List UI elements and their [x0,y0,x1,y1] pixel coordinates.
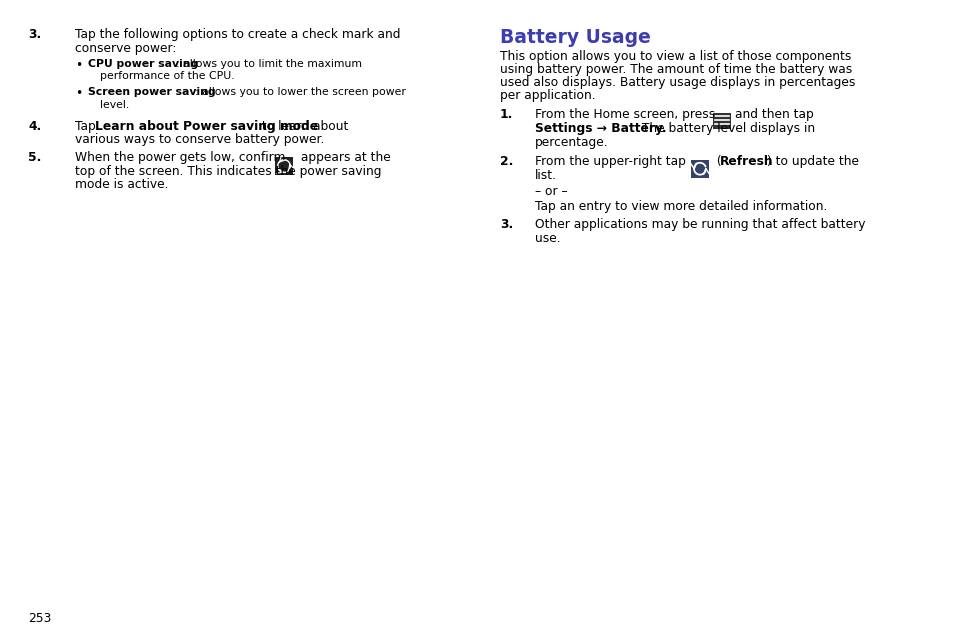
Text: performance of the CPU.: performance of the CPU. [100,71,234,81]
Text: From the upper-right tap: From the upper-right tap [535,155,685,169]
Text: various ways to conserve battery power.: various ways to conserve battery power. [75,134,324,146]
Text: •: • [75,59,82,73]
Text: Tap the following options to create a check mark and: Tap the following options to create a ch… [75,28,400,41]
Text: Settings → Battery.: Settings → Battery. [535,122,666,135]
Text: and then tap: and then tap [734,108,813,121]
Text: to learn about: to learn about [257,120,348,133]
Text: top of the screen. This indicates the power saving: top of the screen. This indicates the po… [75,165,381,177]
Text: percentage.: percentage. [535,135,608,149]
Text: appears at the: appears at the [296,151,391,164]
Text: 3.: 3. [499,218,513,232]
Text: 4.: 4. [28,120,41,133]
Text: : allows you to limit the maximum: : allows you to limit the maximum [175,59,361,69]
Text: This option allows you to view a list of those components: This option allows you to view a list of… [499,50,850,62]
Text: •: • [75,88,82,100]
Text: used also displays. Battery usage displays in percentages: used also displays. Battery usage displa… [499,76,855,89]
Text: – or –: – or – [535,184,567,198]
Bar [712,113,730,129]
Text: 2.: 2. [499,155,513,169]
Text: CPU power saving: CPU power saving [88,59,198,69]
Text: Tap an entry to view more detailed information.: Tap an entry to view more detailed infor… [535,200,826,214]
Text: level.: level. [100,100,129,109]
Text: use.: use. [535,232,560,245]
Text: The battery level displays in: The battery level displays in [638,122,814,135]
Text: When the power gets low, confirm: When the power gets low, confirm [75,151,285,164]
Text: ) to update the: ) to update the [766,155,858,169]
Text: using battery power. The amount of time the battery was: using battery power. The amount of time … [499,63,851,76]
Text: Screen power saving: Screen power saving [88,88,215,97]
Text: 5.: 5. [28,151,41,164]
Text: list.: list. [535,169,557,182]
Text: Battery Usage: Battery Usage [499,28,650,47]
Bar [690,160,708,177]
Text: conserve power:: conserve power: [75,41,176,55]
Text: (: ( [712,155,720,169]
Text: Tap: Tap [75,120,99,133]
Text: 3.: 3. [28,28,41,41]
Text: per application.: per application. [499,89,595,102]
Text: 253: 253 [28,612,51,625]
Text: Learn about Power saving mode: Learn about Power saving mode [95,120,317,133]
Text: 1.: 1. [499,108,513,121]
Text: From the Home screen, press: From the Home screen, press [535,108,715,121]
Text: Other applications may be running that affect battery: Other applications may be running that a… [535,218,864,232]
Text: : allows you to lower the screen power: : allows you to lower the screen power [194,88,405,97]
Text: mode is active.: mode is active. [75,178,169,191]
FancyBboxPatch shape [274,157,293,175]
Text: Refresh: Refresh [720,155,773,169]
